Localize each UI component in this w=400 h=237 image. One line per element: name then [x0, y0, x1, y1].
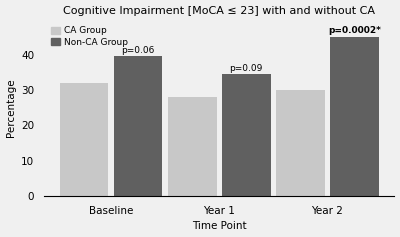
Text: p=0.06: p=0.06	[122, 46, 155, 55]
Bar	[60, 83, 108, 196]
Bar	[114, 56, 162, 196]
Legend: CA Group, Non-CA Group: CA Group, Non-CA Group	[48, 24, 130, 50]
Bar	[168, 97, 216, 196]
Bar	[330, 37, 378, 196]
Text: p=0.0002*: p=0.0002*	[328, 26, 381, 35]
X-axis label: Time Point: Time Point	[192, 221, 246, 232]
Bar	[276, 90, 324, 196]
Y-axis label: Percentage: Percentage	[6, 78, 16, 137]
Bar	[222, 74, 270, 196]
Title: Cognitive Impairment [MoCA ≤ 23] with and without CA: Cognitive Impairment [MoCA ≤ 23] with an…	[63, 5, 375, 16]
Text: p=0.09: p=0.09	[230, 64, 263, 73]
